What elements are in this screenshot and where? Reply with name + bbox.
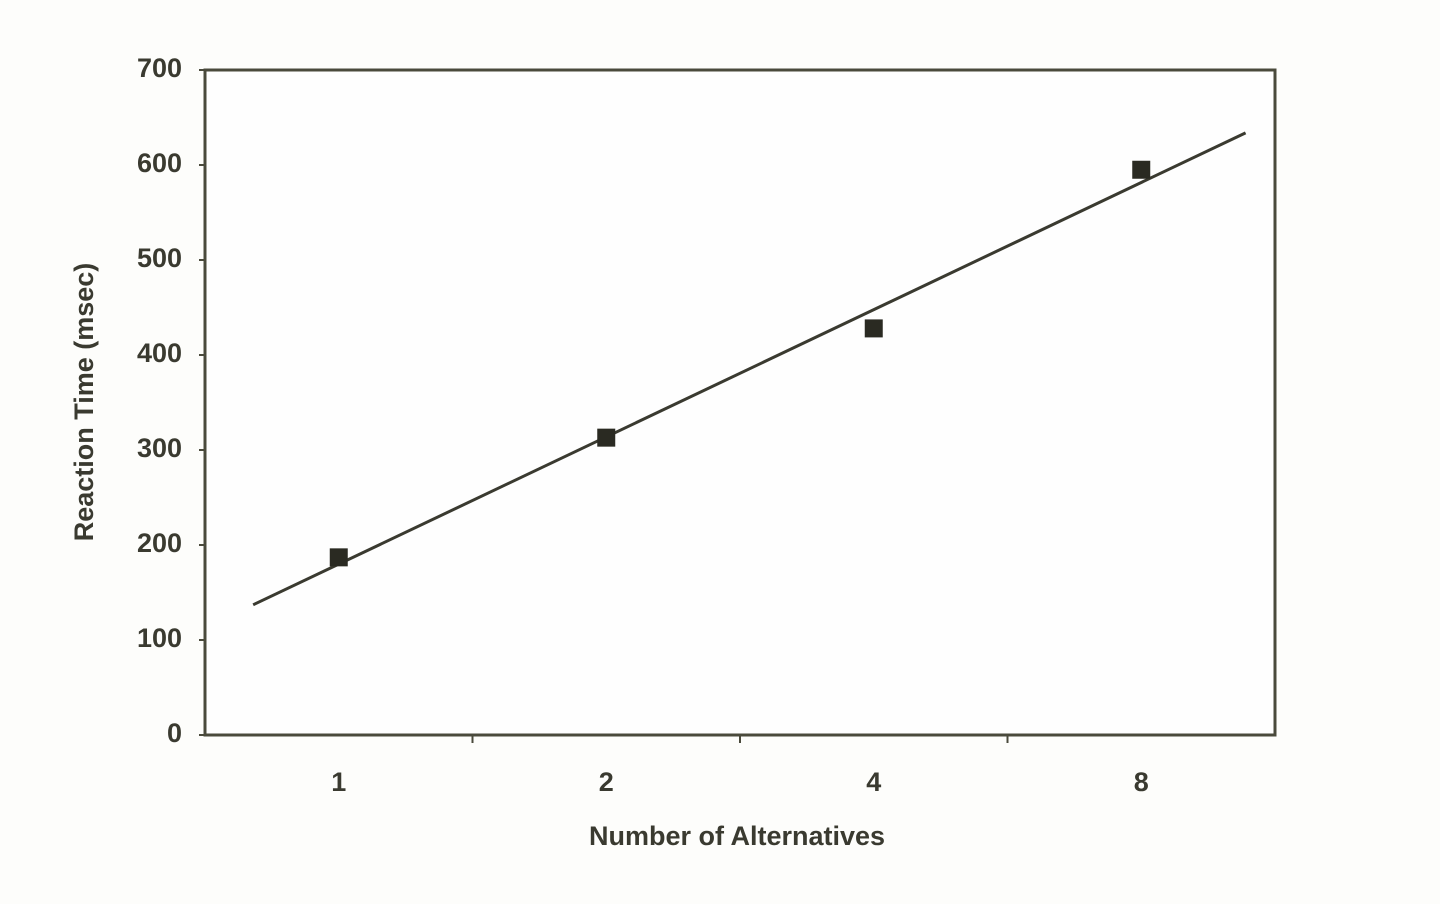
- x-tick-label: 8: [1134, 767, 1149, 797]
- trend-line: [252, 131, 1247, 607]
- marker: [1132, 160, 1151, 179]
- y-tick-label: 400: [137, 338, 182, 368]
- plot-frame: [203, 68, 1277, 737]
- marker: [864, 319, 883, 338]
- x-tick-label: 1: [331, 767, 346, 797]
- y-tick-label: 600: [137, 148, 182, 178]
- x-tick-label: 2: [599, 767, 614, 797]
- y-tick-label: 0: [167, 718, 182, 748]
- x-tick-label: 4: [866, 767, 881, 797]
- y-tick-label: 300: [137, 433, 182, 463]
- y-tick-label: 700: [137, 53, 182, 83]
- x-axis-label: Number of Alternatives: [589, 821, 885, 851]
- y-tick-label: 100: [137, 623, 182, 653]
- y-tick-label: 200: [137, 528, 182, 558]
- y-axis-label: Reaction Time (msec): [69, 263, 99, 542]
- marker: [597, 428, 616, 447]
- marker: [329, 548, 348, 567]
- y-tick-label: 500: [137, 243, 182, 273]
